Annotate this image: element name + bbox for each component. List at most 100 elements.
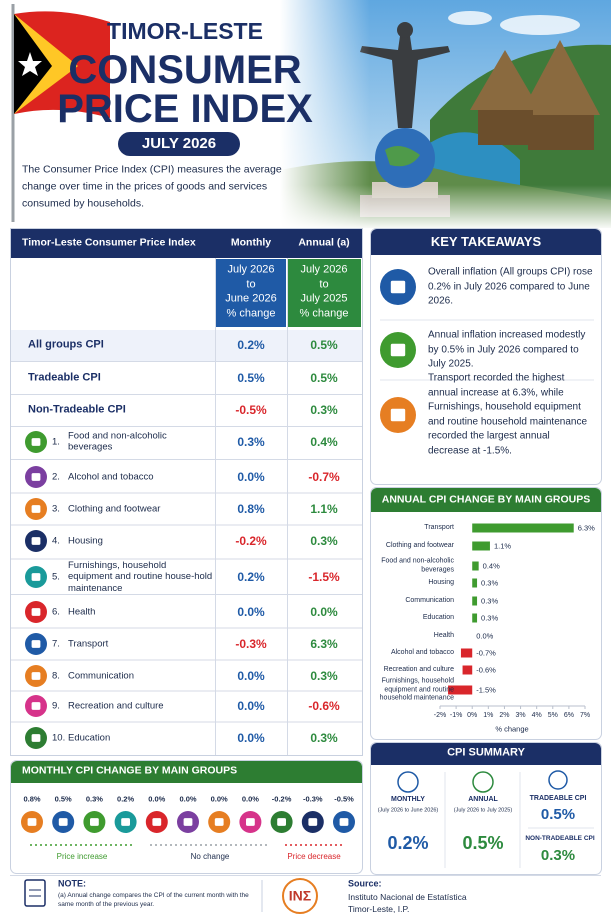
period-label: % change xyxy=(299,306,349,319)
annual-value: 1.1% xyxy=(310,501,338,516)
group-icon-glyph xyxy=(246,818,255,826)
summary-icon xyxy=(548,770,568,790)
row-label: Housing xyxy=(68,535,103,547)
row-icon-glyph xyxy=(31,473,41,481)
legend-label: No change xyxy=(190,852,230,862)
row-label: Communication xyxy=(68,670,134,682)
row-number: 7. xyxy=(52,638,60,650)
group-icon-glyph xyxy=(27,818,37,826)
row-number: 6. xyxy=(52,606,60,618)
group-icon-glyph xyxy=(58,818,68,826)
value-label: -1.5% xyxy=(476,685,496,695)
takeaway-text: Transport recorded the highest annual in… xyxy=(428,372,588,457)
table-frame xyxy=(10,228,363,756)
bar xyxy=(448,685,473,695)
row-icon-glyph xyxy=(31,438,41,446)
flag xyxy=(11,4,110,222)
period-label: to xyxy=(246,277,256,290)
summary-label: ANNUAL xyxy=(468,795,498,803)
group-icon-glyph xyxy=(121,818,130,826)
group-icon-glyph xyxy=(152,818,162,826)
summary-label: TRADEABLE CPI xyxy=(529,794,587,802)
group-icon-glyph xyxy=(308,818,318,826)
value-label: 0.4% xyxy=(482,561,500,571)
monthly-value: -0.2% xyxy=(235,533,267,548)
annual-value: 0.3% xyxy=(310,668,338,683)
table-title: Timor-Leste Consumer Price Index xyxy=(22,236,196,249)
section-title: KEY TAKEAWAYS xyxy=(430,234,542,250)
takeaway-text: Overall inflation (All groups CPI) rose … xyxy=(428,266,593,307)
chart-title: ANNUAL CPI CHANGE BY MAIN GROUPS xyxy=(381,493,591,506)
monthly-value: 0.0% xyxy=(237,668,265,683)
x-axis-label: % change xyxy=(495,724,529,734)
annual-value: 0.0% xyxy=(310,604,338,619)
summary-label: MONTHLY xyxy=(391,795,425,803)
row-number: 3. xyxy=(52,503,60,515)
section-title: MONTHLY CPI CHANGE BY MAIN GROUPS xyxy=(22,764,238,777)
row-icon-glyph xyxy=(31,537,41,545)
x-tick-label: 2% xyxy=(499,711,510,719)
row-number: 1. xyxy=(52,436,60,448)
summary-icon xyxy=(397,771,419,793)
monthly-value: 0.0% xyxy=(237,698,265,713)
value-label: 0.3% xyxy=(481,578,499,588)
annual-value: 0.3% xyxy=(310,402,338,417)
summary-label: NON-TRADEABLE CPI xyxy=(525,835,595,843)
row-label: Alcohol and tobacco xyxy=(68,471,154,483)
row-icon-glyph xyxy=(31,505,41,513)
monthly-value: 0.5% xyxy=(54,794,72,804)
row-label: Recreation and culture xyxy=(68,700,164,712)
row-label: All groups CPI xyxy=(28,338,104,351)
monthly-value: 0.0% xyxy=(148,794,166,804)
annual-value: 0.3% xyxy=(310,533,338,548)
monthly-value: 0.0% xyxy=(237,469,265,484)
summary-period: (July 2026 to July 2025) xyxy=(453,807,513,814)
summary-icon xyxy=(472,771,494,793)
bar xyxy=(462,665,473,675)
column-header: Annual (a) xyxy=(298,236,350,249)
monthly-value: 0.3% xyxy=(85,794,103,804)
takeaway-icon-glyph xyxy=(390,280,406,294)
period-label: July 2026 xyxy=(300,263,348,276)
value-label: 0.3% xyxy=(481,596,499,606)
row-label: Health xyxy=(68,606,96,618)
annual-value: 6.3% xyxy=(310,636,338,651)
takeaway-text: Annual inflation increased modestly by 0… xyxy=(428,329,586,370)
monthly-value: -0.5% xyxy=(235,402,267,417)
section-title: CPI SUMMARY xyxy=(447,746,525,759)
row-icon-glyph xyxy=(31,702,41,710)
monthly-value: -0.2% xyxy=(271,794,292,804)
value-label: -0.7% xyxy=(476,648,496,658)
monthly-value: 0.8% xyxy=(23,794,41,804)
period-label: to xyxy=(319,277,329,290)
bar xyxy=(472,523,574,533)
row-number: 8. xyxy=(52,670,60,682)
x-tick-label: -1% xyxy=(449,711,463,719)
summary-period: (July 2026 to June 2026) xyxy=(377,807,439,814)
monthly-value: 0.2% xyxy=(117,794,135,804)
source-text: Instituto Nacional de Estatística xyxy=(348,891,467,902)
category-label: Health xyxy=(433,631,454,639)
group-icon-glyph xyxy=(277,818,286,826)
category-label: Transport xyxy=(424,523,454,531)
source-text: Timor-Leste, I.P. xyxy=(348,903,410,914)
bar xyxy=(460,648,473,658)
summary-value: 0.2% xyxy=(387,833,429,854)
annual-value: 0.3% xyxy=(310,730,338,745)
period-pill xyxy=(118,132,240,156)
bar xyxy=(472,561,479,571)
group-icon-glyph xyxy=(214,818,224,826)
country-name: TIMOR-LESTE xyxy=(107,18,263,45)
value-label: 0.0% xyxy=(476,631,494,641)
row-number: 9. xyxy=(52,700,60,712)
bar xyxy=(472,541,490,551)
column-header: Monthly xyxy=(230,236,272,249)
row-label: Food and non-alcoholic beverages xyxy=(68,430,167,453)
chart-frame xyxy=(370,487,602,740)
x-tick-label: -2% xyxy=(433,711,447,719)
row-icon-glyph xyxy=(31,734,41,742)
row-number: 4. xyxy=(52,535,60,547)
main-title: PRICE INDEX xyxy=(57,87,313,131)
category-label: Communication xyxy=(405,596,454,604)
